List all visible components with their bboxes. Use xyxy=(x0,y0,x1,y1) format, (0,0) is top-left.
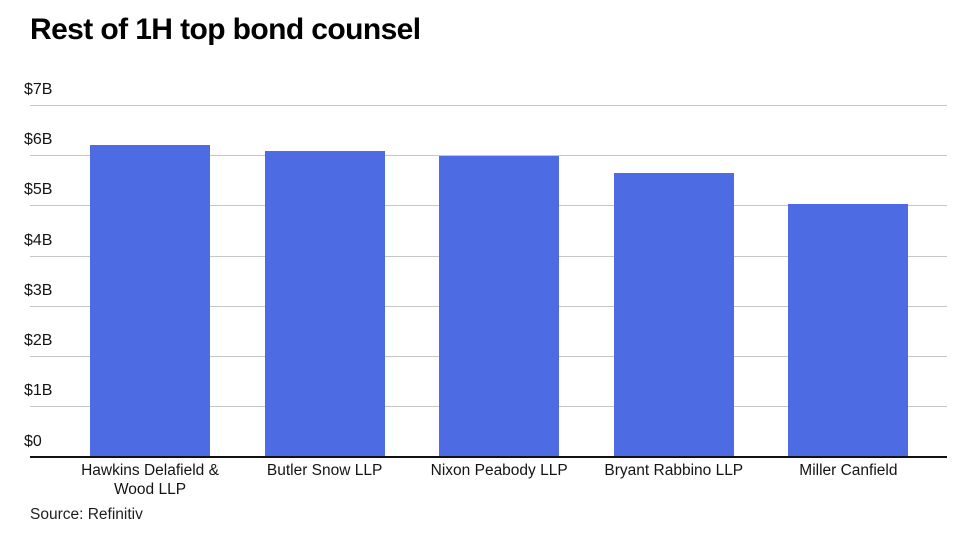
bar-category-label: Miller Canfield xyxy=(799,462,898,479)
bar xyxy=(613,173,734,457)
gridline xyxy=(30,105,947,106)
bar xyxy=(264,151,385,457)
source-note: Source: Refinitiv xyxy=(30,506,143,523)
bar-category-label: Hawkins Delafield & Wood LLP xyxy=(81,462,219,498)
chart-title: Rest of 1H top bond counsel xyxy=(30,13,421,46)
y-tick-label: $3B xyxy=(24,281,53,299)
y-tick-label: $4B xyxy=(24,231,53,249)
y-tick-label: $6B xyxy=(24,131,53,149)
bar xyxy=(439,156,560,457)
y-tick-label: $0 xyxy=(24,432,42,450)
y-tick-label: $2B xyxy=(24,332,53,350)
bar-category-label: Nixon Peabody LLP xyxy=(430,462,568,479)
bar-category-label: Butler Snow LLP xyxy=(266,462,383,479)
gridline xyxy=(30,155,947,157)
x-axis-baseline xyxy=(30,455,947,458)
y-tick-label: $5B xyxy=(24,181,53,199)
y-tick-label: $7B xyxy=(24,81,53,98)
bar-category-label: Bryant Rabbino LLP xyxy=(604,462,744,479)
bar xyxy=(788,203,909,457)
y-tick-label: $1B xyxy=(24,382,53,400)
bar xyxy=(90,145,210,457)
